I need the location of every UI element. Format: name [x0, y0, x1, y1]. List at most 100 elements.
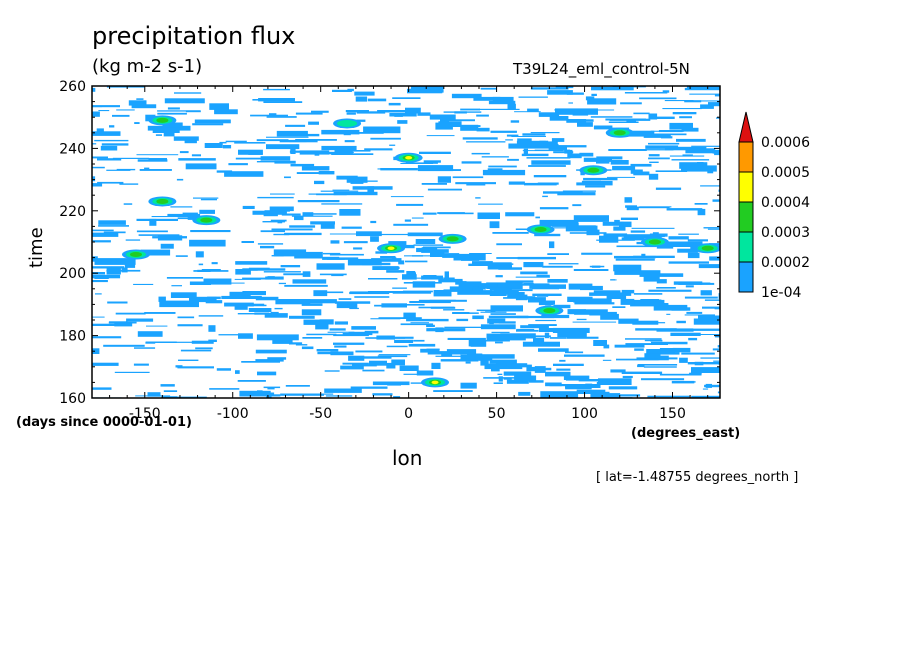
precip-streak: [703, 227, 720, 229]
precip-streak: [523, 262, 544, 268]
precip-streak: [308, 193, 321, 195]
precip-streak: [393, 223, 429, 226]
precip-streak: [687, 362, 720, 365]
precip-streak: [313, 253, 318, 255]
precip-band-segment: [478, 285, 499, 289]
precip-streak: [92, 229, 114, 232]
precip-streak: [209, 103, 229, 110]
precip-streak: [334, 150, 371, 152]
precip-streak: [96, 128, 104, 132]
precip-streak: [542, 265, 573, 268]
precip-band-segment: [407, 272, 416, 277]
precip-band-segment: [520, 271, 548, 275]
precip-streak: [128, 100, 147, 106]
precip-streak: [352, 186, 393, 190]
precip-streak: [719, 388, 720, 390]
precip-band-segment: [460, 354, 476, 360]
precip-streak: [519, 335, 551, 338]
precip-streak: [92, 232, 119, 237]
precip-streak: [160, 243, 174, 249]
precip-band-segment: [204, 143, 223, 148]
colorbar-label: 0.0006: [761, 135, 810, 151]
precip-band-segment: [687, 252, 700, 259]
precip-streak: [214, 109, 238, 115]
precip-streak: [566, 92, 584, 95]
precip-streak: [334, 345, 347, 348]
precip-streak: [374, 304, 386, 307]
precip-band-segment: [553, 151, 574, 154]
precip-band-segment: [161, 396, 178, 398]
precip-streak: [538, 348, 569, 352]
precip-band-segment: [644, 353, 661, 359]
precip-streak: [393, 396, 401, 398]
precip-streak: [114, 371, 150, 373]
precip-streak: [738, 300, 755, 301]
precip-band-segment: [408, 343, 436, 347]
precip-band-segment: [520, 325, 549, 329]
precip-band-segment: [565, 386, 592, 390]
precip-streak: [496, 243, 522, 246]
precip-band-segment: [350, 179, 364, 184]
precip-streak: [216, 368, 231, 371]
precip-streak: [643, 366, 677, 368]
precip-streak: [265, 276, 284, 280]
precip-streak: [329, 233, 360, 235]
precip-streak: [229, 291, 251, 298]
precip-band-segment: [336, 175, 358, 180]
precip-streak: [354, 296, 390, 298]
precip-streak: [255, 296, 279, 301]
precip-streak: [289, 225, 316, 228]
precip-streak: [650, 339, 663, 342]
precip-band-segment: [334, 321, 348, 325]
x-axis-label: lon: [392, 446, 423, 470]
precip-streak: [516, 328, 535, 331]
precip-band-segment: [184, 139, 197, 144]
precip-streak: [143, 252, 166, 256]
precip-streak: [480, 87, 497, 90]
precip-streak: [285, 176, 291, 178]
precip-streak: [269, 206, 294, 212]
precip-streak: [92, 176, 96, 182]
precip-streak: [729, 339, 740, 341]
colorbar-box: [738, 231, 754, 263]
precip-streak: [480, 324, 516, 330]
precip-streak: [610, 279, 617, 281]
precip-streak: [260, 230, 285, 233]
precip-band-segment: [472, 315, 484, 320]
precip-band-segment: [372, 266, 399, 270]
precip-streak: [486, 333, 526, 341]
precip-band-segment: [163, 131, 175, 137]
precip-band-segment: [438, 278, 463, 283]
precip-streak: [316, 263, 345, 270]
precip-band-segment: [643, 275, 660, 282]
precip-streak: [198, 315, 224, 317]
precip-band-segment: [545, 382, 562, 387]
precip-streak: [195, 347, 213, 350]
precip-streak: [106, 267, 121, 275]
precip-streak: [684, 100, 702, 103]
precip-band-segment: [779, 304, 805, 307]
precip-streak: [718, 362, 720, 365]
precip-streak: [681, 352, 715, 355]
precip-streak: [529, 284, 566, 289]
precip-streak: [728, 191, 739, 192]
precip-band-segment: [270, 311, 279, 317]
precip-streak: [347, 258, 382, 266]
precip-streak: [656, 287, 676, 289]
precip-streak: [257, 371, 277, 376]
precip-streak: [189, 239, 226, 247]
precip-streak: [234, 142, 266, 144]
precip-streak: [211, 262, 218, 265]
precip-streak: [178, 359, 199, 361]
precip-streak: [614, 219, 620, 223]
precip-band-segment: [473, 96, 501, 101]
precip-streak: [413, 339, 425, 342]
precip-band-segment: [538, 300, 554, 306]
precip-streak: [655, 170, 688, 172]
precip-streak: [541, 314, 570, 319]
precip-band-segment: [526, 366, 536, 372]
precip-streak: [391, 359, 405, 366]
precip-streak: [611, 394, 641, 397]
precip-streak: [159, 300, 199, 308]
precip-streak: [344, 140, 355, 143]
